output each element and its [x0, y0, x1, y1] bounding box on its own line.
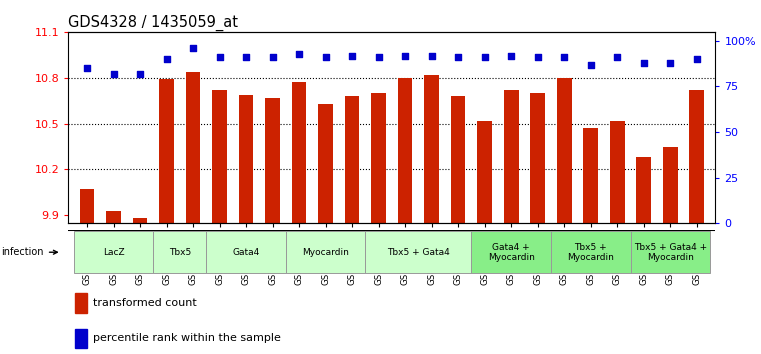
- Text: Myocardin: Myocardin: [302, 248, 349, 257]
- Bar: [557, 78, 572, 223]
- Bar: [451, 96, 466, 223]
- Bar: [365, 231, 472, 273]
- Bar: [318, 104, 333, 223]
- Bar: [206, 231, 286, 273]
- Text: transformed count: transformed count: [93, 298, 197, 308]
- Point: [505, 53, 517, 58]
- Point: [240, 55, 252, 60]
- Bar: [551, 231, 631, 273]
- Bar: [472, 231, 551, 273]
- Point: [81, 65, 93, 71]
- Bar: [610, 121, 625, 223]
- Bar: [159, 79, 174, 223]
- Bar: [74, 231, 153, 273]
- Bar: [631, 231, 710, 273]
- Point: [452, 55, 464, 60]
- Point: [214, 55, 226, 60]
- Point: [161, 56, 173, 62]
- Bar: [530, 93, 545, 223]
- Bar: [75, 293, 87, 313]
- Point: [107, 71, 119, 76]
- Point: [664, 60, 677, 65]
- Text: percentile rank within the sample: percentile rank within the sample: [93, 333, 281, 343]
- Text: GDS4328 / 1435059_at: GDS4328 / 1435059_at: [68, 14, 238, 30]
- Point: [558, 55, 570, 60]
- Text: infection: infection: [2, 247, 57, 257]
- Text: Tbx5 + Gata4 +
Myocardin: Tbx5 + Gata4 + Myocardin: [634, 242, 707, 262]
- Bar: [107, 211, 121, 223]
- Bar: [371, 93, 386, 223]
- Text: Tbx5 +
Myocardin: Tbx5 + Myocardin: [567, 242, 614, 262]
- Text: LacZ: LacZ: [103, 248, 124, 257]
- Bar: [286, 231, 365, 273]
- Bar: [425, 75, 439, 223]
- Bar: [477, 121, 492, 223]
- Point: [346, 53, 358, 58]
- Bar: [239, 95, 253, 223]
- Point: [691, 56, 703, 62]
- Text: Tbx5: Tbx5: [169, 248, 191, 257]
- Point: [399, 53, 411, 58]
- Bar: [291, 82, 307, 223]
- Bar: [212, 90, 227, 223]
- Point: [479, 55, 491, 60]
- Point: [611, 55, 623, 60]
- Point: [373, 55, 385, 60]
- Bar: [132, 218, 148, 223]
- Point: [584, 62, 597, 68]
- Point: [134, 71, 146, 76]
- Bar: [80, 189, 94, 223]
- Point: [532, 55, 544, 60]
- Bar: [398, 78, 412, 223]
- Bar: [584, 128, 598, 223]
- Bar: [186, 72, 200, 223]
- Point: [320, 55, 332, 60]
- Bar: [663, 147, 677, 223]
- Bar: [636, 157, 651, 223]
- Bar: [266, 98, 280, 223]
- Text: Gata4 +
Myocardin: Gata4 + Myocardin: [488, 242, 535, 262]
- Text: Gata4: Gata4: [232, 248, 260, 257]
- Bar: [689, 90, 704, 223]
- Point: [187, 45, 199, 51]
- Bar: [75, 329, 87, 348]
- Point: [293, 51, 305, 57]
- Bar: [153, 231, 206, 273]
- Bar: [504, 90, 518, 223]
- Text: Tbx5 + Gata4: Tbx5 + Gata4: [387, 248, 450, 257]
- Point: [638, 60, 650, 65]
- Bar: [345, 96, 359, 223]
- Point: [266, 55, 279, 60]
- Point: [425, 53, 438, 58]
